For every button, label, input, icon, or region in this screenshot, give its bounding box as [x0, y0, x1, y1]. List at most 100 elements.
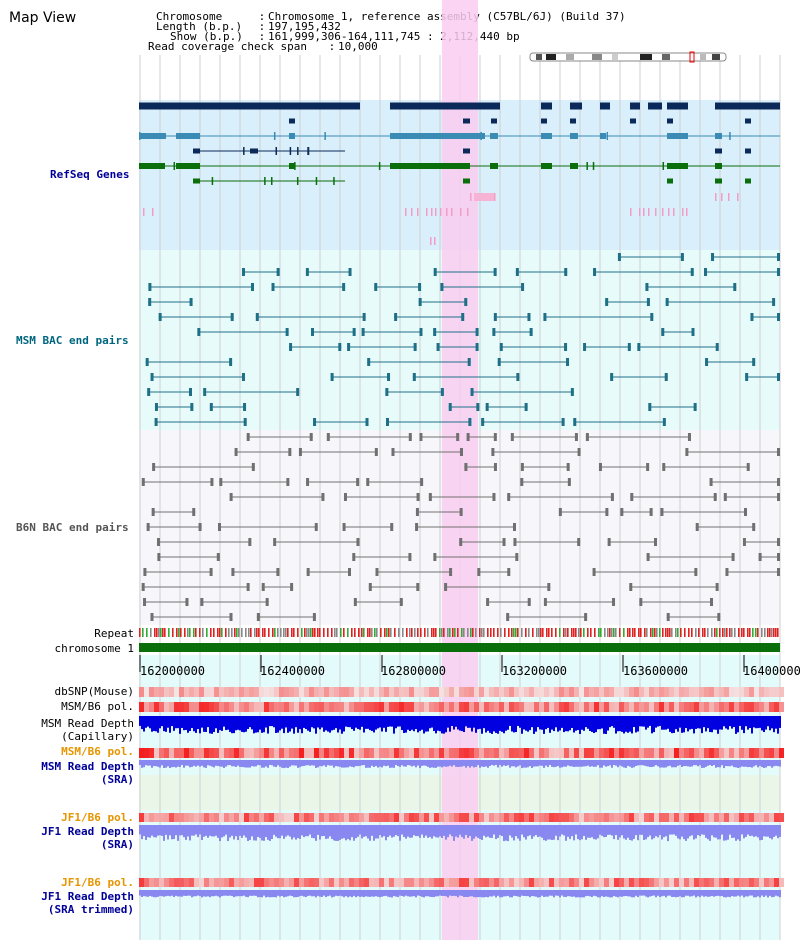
b6n-bac-pair-end	[527, 598, 531, 606]
jf1-depth-sra-bar	[389, 825, 391, 836]
repeat-element	[611, 628, 613, 637]
msm-pol-cell	[279, 702, 284, 712]
gene-exon	[715, 102, 780, 110]
jf1-pol-cell	[614, 813, 619, 822]
msm-depth-capillary-bar	[297, 716, 299, 733]
jf1-pol-cell	[514, 813, 519, 822]
b6n-bac-pair-end	[229, 493, 233, 501]
msm-depth-capillary-bar	[569, 716, 571, 731]
msm-bac-pair-end	[662, 418, 666, 426]
msm-depth-capillary-bar	[435, 716, 437, 734]
jf1-pol-trim-cell	[319, 878, 324, 887]
jf1-depth-trim-bar	[465, 890, 467, 897]
msm-depth-sra-bar	[473, 760, 475, 768]
jf1-pol-cell	[534, 813, 539, 822]
jf1-depth-trim-bar	[249, 890, 251, 896]
repeat-element	[388, 628, 390, 637]
jf1-depth-sra-bar	[163, 825, 165, 841]
jf1-pol-trim-cell	[314, 878, 319, 887]
jf1-depth-trim-bar	[563, 890, 565, 897]
jf1-pol-trim-cell	[764, 878, 769, 887]
jf1-pol-trim-cell	[139, 878, 144, 887]
jf1-pol-trim-cell	[194, 878, 199, 887]
msm-depth-sra-bar	[677, 760, 679, 766]
snp-marker	[417, 208, 419, 216]
msm-depth-capillary-bar	[439, 716, 441, 732]
msm-depth-capillary-bar	[249, 716, 251, 728]
snp-marker	[446, 208, 448, 216]
repeat-element	[351, 628, 353, 637]
b6n-bac-pair-end	[151, 508, 155, 516]
gene-exon	[667, 163, 688, 169]
jf1-depth-sra-bar	[663, 825, 665, 838]
repeat-element	[475, 628, 477, 637]
msm-bac-pair-end	[777, 313, 780, 321]
msm-bac-pair-end	[230, 313, 234, 321]
jf1-depth-trim-bar	[625, 890, 627, 896]
repeat-element	[587, 628, 589, 637]
msm-depth-sra-bar	[537, 760, 539, 767]
msm-pol-cell	[159, 702, 164, 712]
jf1-depth-sra-bar	[371, 825, 373, 836]
repeat-element	[184, 628, 186, 637]
b6n-bac-pair-end	[577, 538, 581, 546]
msm-depth-capillary-bar	[751, 716, 753, 734]
repeat-element	[497, 628, 499, 637]
jf1-depth-sra-bar	[555, 825, 557, 836]
msm-bac-pair-end	[464, 298, 468, 306]
snp-marker	[668, 208, 670, 216]
jf1-pol-trim-cell	[309, 878, 314, 887]
jf1-depth-trim-bar	[219, 890, 221, 898]
msm-depth-capillary-bar	[683, 716, 685, 733]
jf1-pol-cell	[244, 813, 249, 822]
msm-depth-sra-bar	[617, 760, 619, 768]
gene-exon	[570, 118, 576, 124]
b6n-bac-pair-end	[456, 433, 460, 441]
highlight-region	[442, 0, 478, 940]
b6n-bac-pair-end	[306, 478, 310, 486]
msm-pol-cell	[559, 702, 564, 712]
jf1-pol-trim-cell	[334, 878, 339, 887]
repeat-element	[199, 628, 201, 637]
dbsnp-density-cell	[264, 687, 269, 697]
msm-bac-pair-end	[440, 388, 444, 396]
msm-depth-capillary-bar	[245, 716, 247, 732]
msm-depth-capillary-bar	[521, 716, 523, 734]
msm-depth-capillary-bar	[237, 716, 239, 730]
jf1-depth-trim-bar	[413, 890, 415, 897]
repeat-element	[402, 628, 404, 637]
gene-exon	[463, 148, 470, 154]
msm-depth-sra-bar	[479, 760, 481, 768]
jf1-depth-trim-bar	[313, 890, 315, 897]
msm-pol-sra-cell	[599, 748, 604, 758]
b6n-bac-pair-end	[234, 448, 238, 456]
dbsnp-density-cell	[149, 687, 154, 697]
msm-depth-sra-bar	[553, 760, 555, 768]
jf1-depth-trim-bar	[269, 890, 271, 898]
msm-depth-sra-bar	[609, 760, 611, 766]
jf1-depth-sra-bar	[707, 825, 709, 840]
msm-pol-sra-cell	[734, 748, 739, 758]
msm-depth-sra-bar	[663, 760, 665, 768]
jf1-pol-cell	[489, 813, 494, 822]
msm-depth-sra-bar	[331, 760, 333, 766]
repeat-element	[306, 628, 308, 637]
jf1-depth-trim-bar	[609, 890, 611, 898]
msm-depth-sra-bar	[409, 760, 411, 766]
msm-depth-capillary-bar	[589, 716, 591, 731]
jf1-depth-sra-bar	[527, 825, 529, 837]
jf1-depth-sra-label: JF1 Read Depth	[41, 825, 134, 838]
msm-depth-sra-bar	[591, 760, 593, 767]
jf1-depth-trim-bar	[681, 890, 683, 898]
snp-marker	[435, 208, 437, 216]
b6n-bac-pair-end	[192, 508, 196, 516]
jf1-depth-sra-bar	[569, 825, 571, 840]
dbsnp-density-cell	[269, 687, 274, 697]
msm-pol-sra-cell	[319, 748, 324, 758]
snp-marker	[143, 208, 145, 216]
msm-bac-pair-end	[296, 388, 300, 396]
jf1-depth-trim-bar	[689, 890, 691, 897]
msm-depth-sra-bar	[361, 760, 363, 766]
gene-exon	[490, 133, 498, 139]
